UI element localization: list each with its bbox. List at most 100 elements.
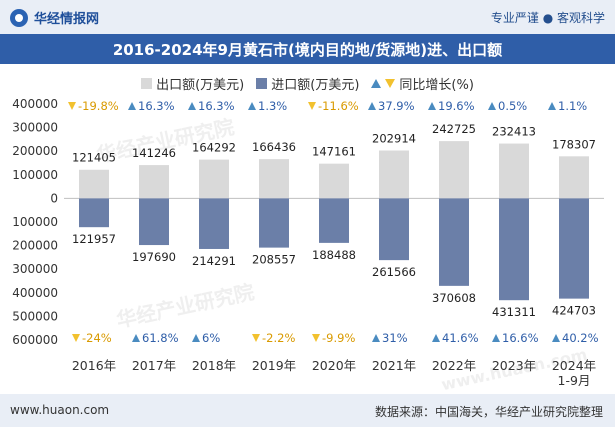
growth-up-arrow-icon bbox=[428, 102, 436, 110]
growth-down-arrow-icon bbox=[252, 334, 260, 342]
import-growth-label: -9.9% bbox=[322, 331, 355, 345]
chart-canvas: 400000 300000 200000 100000 0 100000 200000 300… bbox=[12, 97, 604, 388]
legend-down-arrow-icon bbox=[385, 78, 396, 88]
export-growth-label: 37.9% bbox=[378, 99, 415, 113]
growth-up-arrow-icon bbox=[188, 102, 196, 110]
import-growth-label: 16.6% bbox=[502, 331, 539, 345]
export-growth-label: -11.6% bbox=[318, 99, 359, 113]
export-growth-label: 16.3% bbox=[138, 99, 175, 113]
export-growth-label: -19.8% bbox=[78, 99, 119, 113]
growth-up-arrow-icon bbox=[132, 334, 140, 342]
export-growth-label: 19.6% bbox=[438, 99, 475, 113]
export-data-label: 121405 bbox=[72, 151, 116, 165]
growth-down-arrow-icon bbox=[308, 102, 316, 110]
legend-item-growth[interactable]: 同比增长(%) bbox=[371, 74, 474, 93]
export-data-label: 166436 bbox=[252, 140, 296, 154]
x-tick-label: 2024年 bbox=[552, 358, 596, 373]
import-bar bbox=[499, 198, 529, 301]
y-tick-label: 200000 bbox=[12, 144, 58, 158]
import-data-label: 121957 bbox=[72, 232, 116, 246]
y-tick-label: 100000 bbox=[12, 168, 58, 182]
legend-item-import[interactable]: 进口额(万美元) bbox=[256, 74, 359, 93]
import-growth-label: 6% bbox=[202, 331, 220, 345]
import-data-label: 214291 bbox=[192, 254, 236, 268]
export-data-label: 232413 bbox=[492, 125, 536, 139]
import-growth-label: -24% bbox=[82, 331, 112, 345]
import-data-label: 431311 bbox=[492, 305, 536, 319]
import-growth-label: -2.2% bbox=[262, 331, 295, 345]
export-bar bbox=[499, 143, 529, 199]
growth-up-arrow-icon bbox=[372, 334, 380, 342]
x-tick-label: 2017年 bbox=[132, 358, 176, 373]
y-tick-label: 500000 bbox=[12, 309, 58, 323]
x-tick-label: 2019年 bbox=[252, 358, 296, 373]
footer-website[interactable]: www.huaon.com bbox=[10, 403, 110, 417]
export-bar bbox=[199, 159, 229, 199]
growth-down-arrow-icon bbox=[312, 334, 320, 342]
export-data-label: 202914 bbox=[372, 132, 416, 146]
import-growth-label: 61.8% bbox=[142, 331, 179, 345]
import-bar bbox=[379, 198, 409, 261]
y-tick-label: 300000 bbox=[12, 262, 58, 276]
export-data-label: 242725 bbox=[432, 122, 476, 136]
legend-swatch-import bbox=[256, 77, 268, 89]
y-tick-label: 300000 bbox=[12, 121, 58, 135]
chart-legend: 出口额(万美元) 进口额(万美元) 同比增长(%) bbox=[0, 72, 615, 94]
export-bar bbox=[319, 163, 349, 199]
x-tick-label: 2023年 bbox=[492, 358, 536, 373]
import-bar bbox=[259, 198, 289, 248]
export-growth-label: 16.3% bbox=[198, 99, 235, 113]
export-bar bbox=[259, 159, 289, 199]
growth-up-arrow-icon bbox=[488, 102, 496, 110]
footer: www.huaon.com 数据来源：中国海关，华经产业研究院整理 bbox=[0, 394, 615, 427]
import-data-label: 197690 bbox=[132, 250, 176, 264]
legend-label-growth: 同比增长(%) bbox=[399, 77, 474, 93]
growth-up-arrow-icon bbox=[432, 334, 440, 342]
import-bar bbox=[319, 198, 349, 243]
import-growth-label: 31% bbox=[382, 331, 408, 345]
growth-up-arrow-icon bbox=[192, 334, 200, 342]
export-growth-label: 1.3% bbox=[258, 99, 287, 113]
import-growth-label: 41.6% bbox=[442, 331, 479, 345]
export-data-label: 147161 bbox=[312, 145, 356, 159]
export-bar bbox=[139, 165, 169, 199]
export-growth-label: 1.1% bbox=[558, 99, 587, 113]
brand[interactable]: 华经情报网 bbox=[10, 8, 99, 27]
legend-item-export[interactable]: 出口额(万美元) bbox=[141, 74, 244, 93]
growth-up-arrow-icon bbox=[128, 102, 136, 110]
legend-label-export: 出口额(万美元) bbox=[156, 77, 245, 93]
legend-up-arrow-icon bbox=[371, 78, 382, 88]
import-growth-label: 40.2% bbox=[562, 331, 599, 345]
import-bar bbox=[439, 198, 469, 286]
growth-up-arrow-icon bbox=[492, 334, 500, 342]
y-tick-label: 200000 bbox=[12, 239, 58, 253]
x-tick-label: 2020年 bbox=[312, 358, 356, 373]
growth-up-arrow-icon bbox=[548, 102, 556, 110]
legend-label-import: 进口额(万美元) bbox=[271, 77, 360, 93]
top-bar: 华经情报网 专业严谨 ● 客观科学 bbox=[0, 0, 615, 34]
export-bar bbox=[79, 169, 109, 199]
import-bar bbox=[139, 198, 169, 246]
x-tick-label: 2016年 bbox=[72, 358, 116, 373]
growth-up-arrow-icon bbox=[552, 334, 560, 342]
import-data-label: 208557 bbox=[252, 253, 296, 267]
import-data-label: 370608 bbox=[432, 291, 476, 305]
y-tick-label: 100000 bbox=[12, 215, 58, 229]
export-bar bbox=[379, 150, 409, 199]
x-tick-label: 1-9月 bbox=[558, 373, 591, 388]
import-bar bbox=[199, 198, 229, 249]
import-bar bbox=[559, 198, 589, 299]
y-tick-label: 600000 bbox=[12, 333, 58, 347]
x-tick-label: 2018年 bbox=[192, 358, 236, 373]
growth-down-arrow-icon bbox=[68, 102, 76, 110]
import-data-label: 261566 bbox=[372, 265, 416, 279]
y-tick-label: 400000 bbox=[12, 97, 58, 111]
y-tick-label: 0 bbox=[50, 191, 58, 205]
export-data-label: 178307 bbox=[552, 137, 596, 151]
legend-swatch-export bbox=[141, 77, 153, 89]
import-data-label: 188488 bbox=[312, 248, 356, 262]
growth-down-arrow-icon bbox=[72, 334, 80, 342]
import-data-label: 424703 bbox=[552, 304, 596, 318]
growth-up-arrow-icon bbox=[248, 102, 256, 110]
x-tick-label: 2021年 bbox=[372, 358, 416, 373]
